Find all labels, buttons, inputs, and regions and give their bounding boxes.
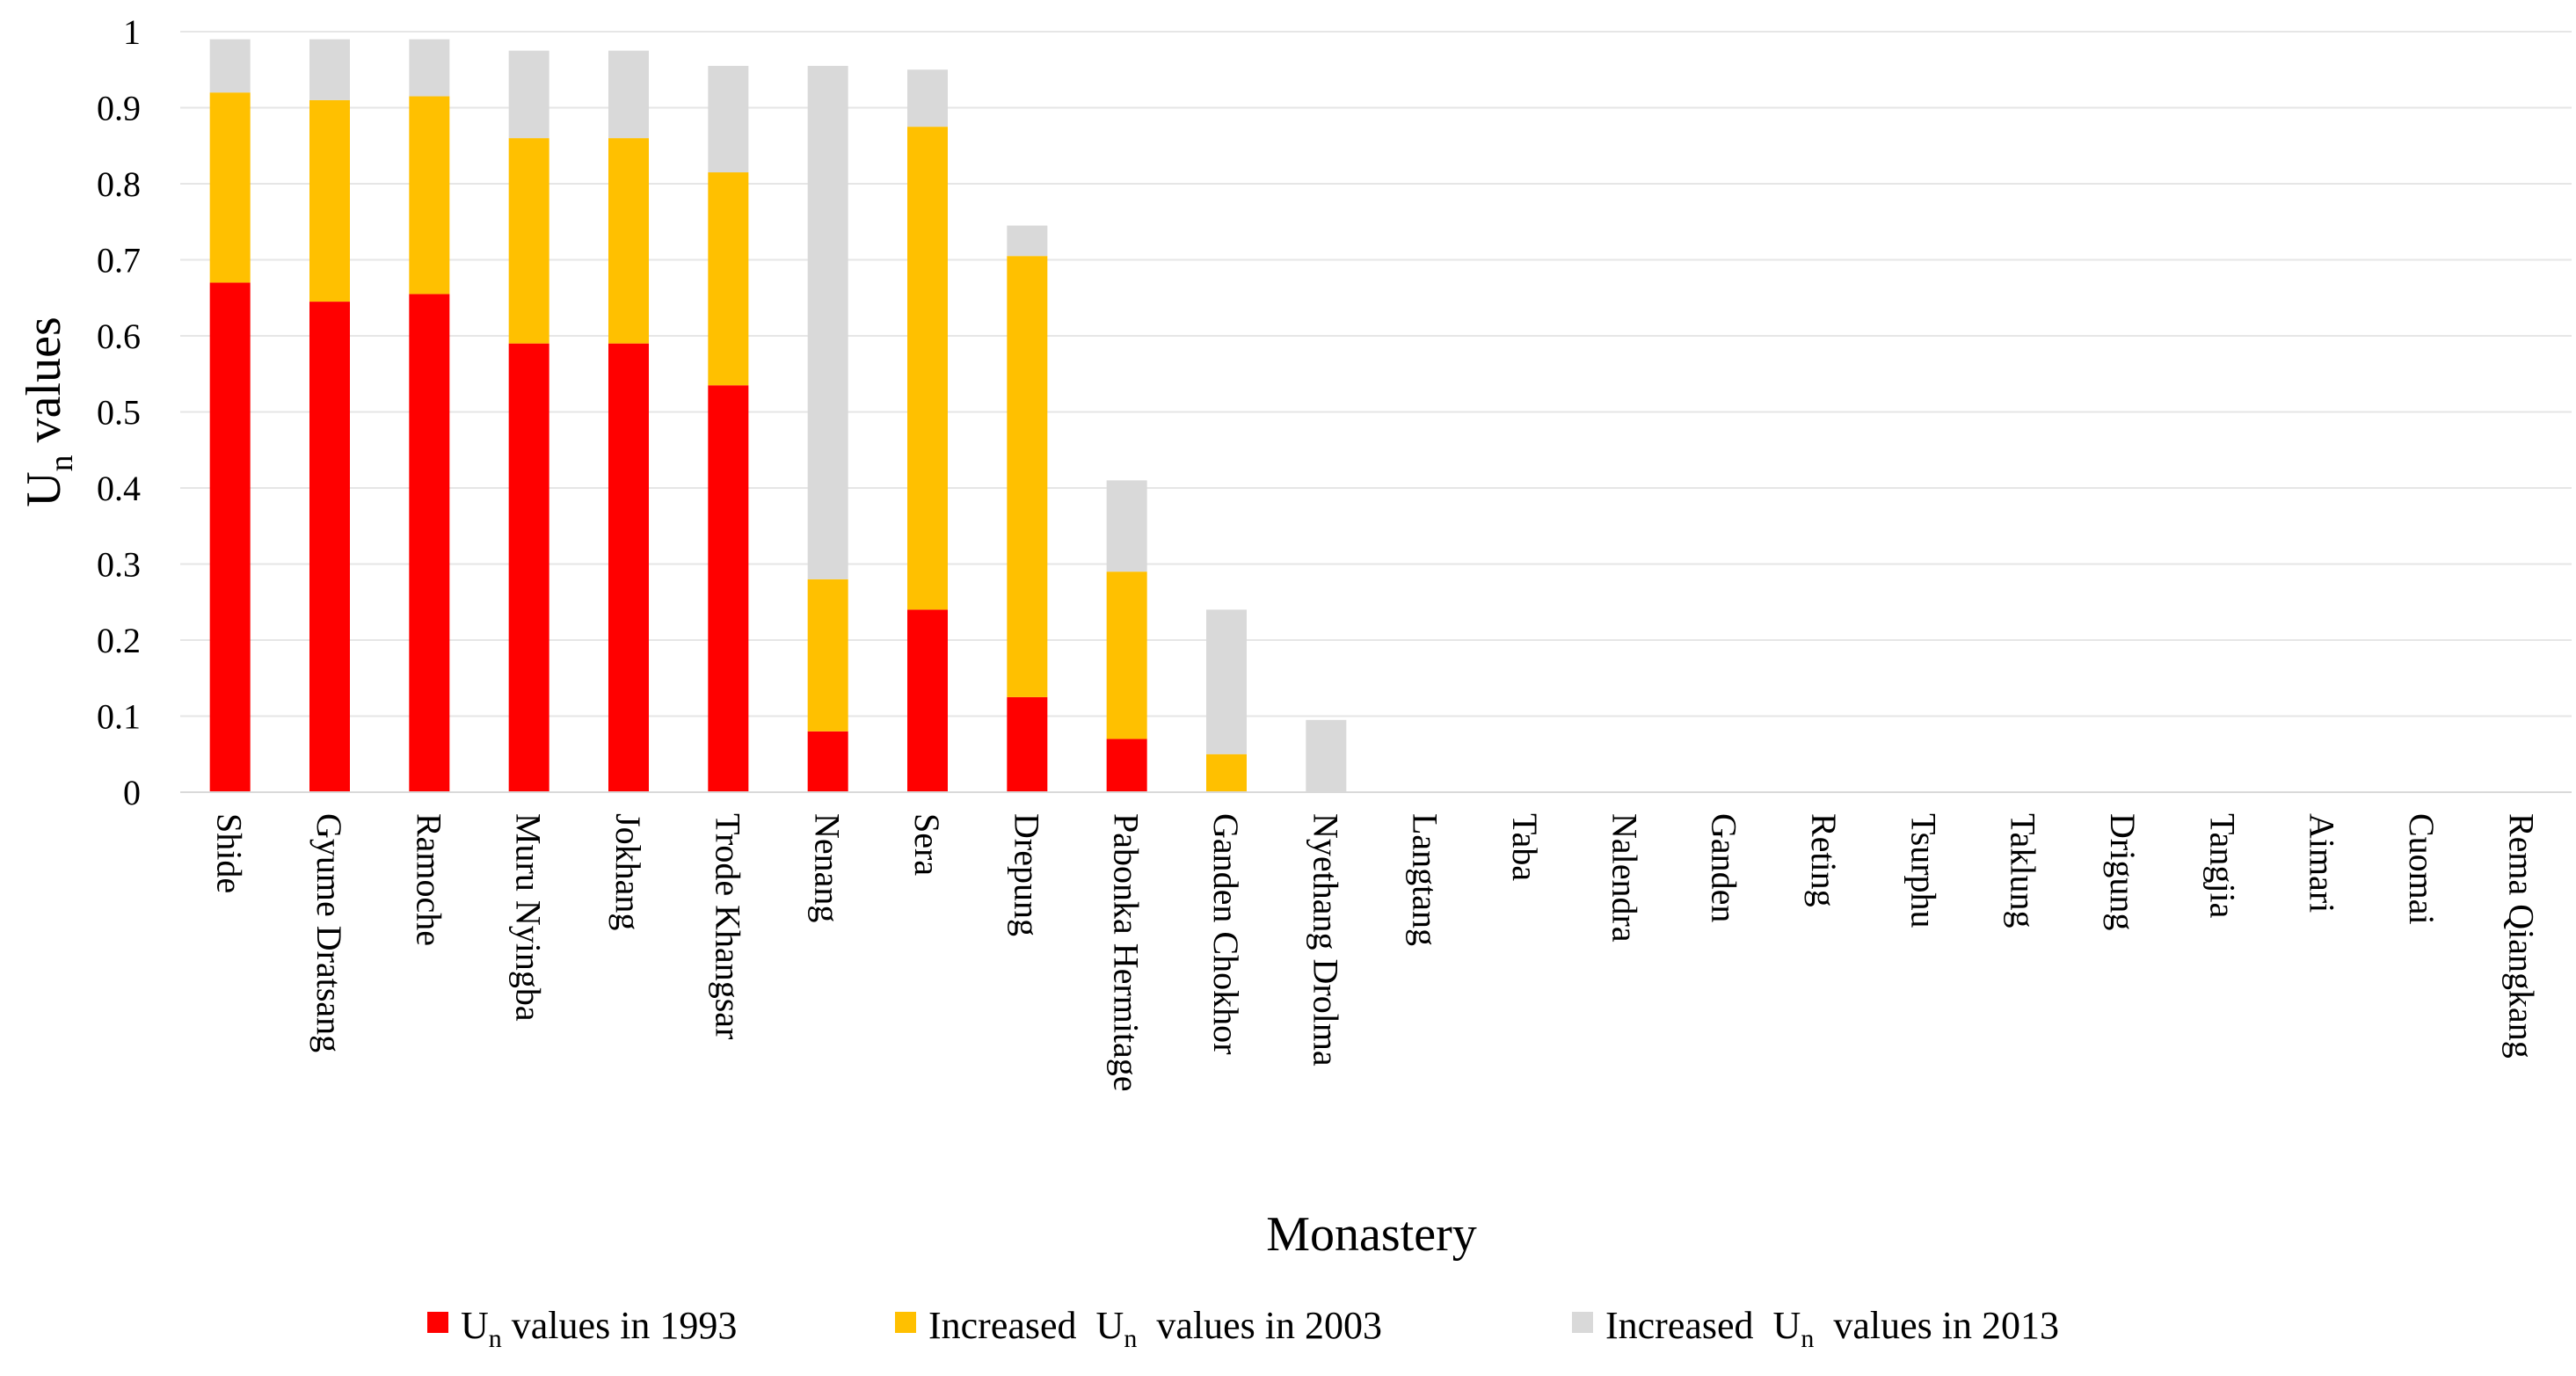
x-category-label: Drepung	[1007, 813, 1046, 936]
x-category-label: Rema Qiangkang	[2501, 813, 2541, 1059]
y-axis-title-subscript: n	[43, 455, 80, 471]
bar-segment	[907, 609, 948, 792]
bar-segment	[309, 302, 350, 792]
x-category-label: Nyethang Drolma	[1306, 813, 1345, 1067]
legend-label-post: values in 1993	[502, 1304, 738, 1347]
y-tick-label: 0.2	[97, 621, 141, 660]
x-category-label: Drigung	[2103, 813, 2143, 930]
bar-segment	[1106, 739, 1147, 792]
legend-label-sub: n	[1124, 1324, 1137, 1353]
y-tick-label: 0.7	[97, 241, 141, 280]
y-tick-label: 0.9	[97, 89, 141, 128]
y-tick-label: 0.1	[97, 697, 141, 737]
legend-label: Increased Un values in 2003	[928, 1304, 1382, 1353]
bar-segment	[1106, 480, 1147, 572]
legend-swatch	[1572, 1312, 1593, 1333]
y-tick-label: 0	[123, 773, 141, 812]
bar-segment	[209, 282, 251, 792]
bar-segment	[708, 65, 749, 173]
bar-segment	[1007, 225, 1048, 257]
x-category-label: Muru Nyingba	[509, 813, 549, 1022]
x-category-label: Aimari	[2303, 813, 2342, 913]
legend-label-post: values in 2013	[1814, 1304, 2059, 1347]
bar-segment	[608, 138, 649, 344]
bar-segment	[608, 50, 649, 139]
y-tick-label: 0.5	[97, 393, 141, 433]
x-category-label: Ganden Chokhor	[1206, 813, 1246, 1054]
legend-label-main: U	[1773, 1304, 1801, 1347]
bar-segment	[309, 39, 350, 100]
x-category-label: Ganden	[1705, 813, 1744, 922]
legend-swatch	[427, 1312, 448, 1333]
x-category-label: Tangjia	[2202, 813, 2242, 919]
x-category-label: Taba	[1505, 813, 1545, 881]
bar-segment	[907, 127, 948, 610]
y-tick-label: 0.8	[97, 164, 141, 204]
bar-segment	[807, 731, 848, 792]
legend-label: Increased Un values in 2013	[1605, 1304, 2059, 1353]
bar-segment	[608, 343, 649, 792]
legend-label-main: U	[461, 1304, 489, 1347]
bar-segment	[409, 294, 450, 792]
x-category-label: Tsurphu	[1903, 813, 1943, 928]
x-category-label: Langtang	[1406, 813, 1445, 946]
bar-segment	[1007, 256, 1048, 697]
x-category-label: Ramoche	[409, 813, 448, 946]
x-category-label: Sera	[907, 813, 947, 876]
legend-label: Un values in 1993	[461, 1304, 737, 1353]
legend-swatch	[895, 1312, 916, 1333]
y-axis-title: Un values	[17, 317, 80, 507]
x-category-label: Shide	[210, 813, 250, 893]
y-axis-title-main: U	[17, 471, 71, 506]
x-category-label: Trode Khangsar	[708, 813, 747, 1039]
x-category-label: Cuomai	[2402, 813, 2441, 925]
bar-segment	[708, 385, 749, 792]
bars	[209, 39, 1347, 792]
bar-segment	[1007, 696, 1048, 792]
bar-segment	[409, 96, 450, 295]
bar-segment	[907, 69, 948, 127]
bar-segment	[409, 39, 450, 97]
legend-label-sub: n	[1801, 1324, 1814, 1353]
bar-segment	[708, 172, 749, 386]
y-tick-label: 0.3	[97, 545, 141, 585]
bar-segment	[508, 343, 549, 792]
x-category-label: Taklung	[2004, 813, 2043, 928]
x-category-label: Pabonka Hermitage	[1107, 813, 1146, 1092]
x-axis-category-labels: Shide Gyume Dratsang Ramoche Muru Nyingba Jo…	[210, 813, 2542, 1092]
bar-segment	[1206, 609, 1247, 754]
y-tick-label: 0.6	[97, 317, 141, 356]
bar-segment	[807, 579, 848, 732]
x-category-label: Jokhang	[608, 813, 648, 930]
x-category-label: Gyume Dratsang	[309, 813, 349, 1052]
y-axis-ticks: 0 0.1 0.2 0.3 0.4 0.5 0.6 0.7 0.8 0.9 1	[97, 12, 141, 812]
legend-label-pre: Increased	[928, 1304, 1096, 1347]
bar-segment	[209, 92, 251, 283]
x-category-label: Reting	[1804, 813, 1844, 907]
y-tick-label: 0.4	[97, 469, 141, 508]
bar-segment	[1206, 754, 1247, 792]
bar-segment	[1306, 719, 1347, 792]
legend-label-pre: Increased	[1605, 1304, 1773, 1347]
bar-segment	[807, 65, 848, 579]
bar-segment	[309, 99, 350, 302]
legend-label-post: values in 2003	[1137, 1304, 1382, 1347]
bar-segment	[1106, 572, 1147, 739]
bar-segment	[508, 50, 549, 139]
legend-label-sub: n	[489, 1324, 502, 1353]
x-axis-title: Monastery	[1266, 1207, 1477, 1262]
x-category-label: Nalendra	[1605, 813, 1644, 943]
gridlines	[180, 31, 2572, 717]
legend-label-main: U	[1096, 1304, 1124, 1347]
x-category-label: Nenang	[808, 813, 848, 922]
y-axis-title-rest: values	[17, 317, 71, 455]
bar-segment	[209, 39, 251, 93]
y-tick-label: 1	[123, 12, 141, 52]
bar-segment	[508, 138, 549, 344]
legend: Un values in 1993 Increased Un values in …	[427, 1304, 2059, 1353]
